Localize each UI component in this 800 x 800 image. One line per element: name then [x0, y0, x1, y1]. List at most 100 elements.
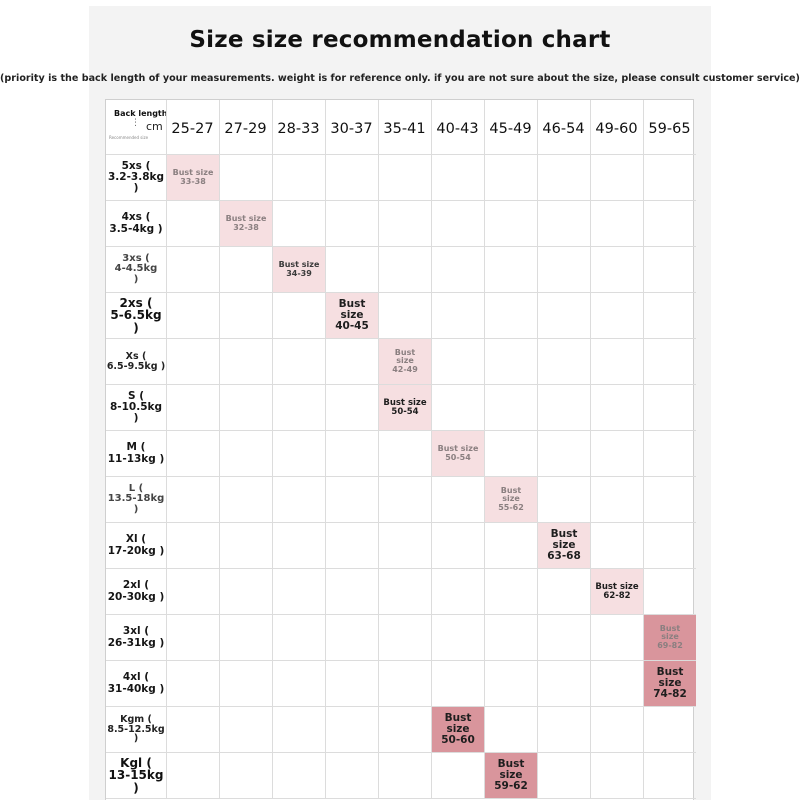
bust-size-cell: Bust size 55-62	[485, 477, 537, 522]
row-header-text: 17-20kg )	[107, 544, 165, 557]
grid-line	[106, 614, 696, 615]
row-header-text: 3xs (	[122, 252, 150, 264]
bust-size-text: size	[396, 356, 414, 366]
grid-line	[106, 522, 696, 523]
grid-line	[106, 476, 696, 477]
grid-line	[106, 292, 696, 293]
row-header-text: 4xl (	[122, 671, 150, 684]
row-header-text: 3.5-4kg )	[109, 222, 163, 235]
row-header-text: 13.5-18kg )	[107, 493, 165, 515]
column-header: 28-33	[277, 121, 320, 137]
corner-header: Back length ⋮ cm Recommended size	[106, 100, 168, 154]
row-header: Xl (17-20kg )	[106, 523, 166, 568]
bust-size-cell: Bust size 32-38	[220, 201, 272, 246]
grid-line	[106, 154, 696, 155]
bust-size-cell: Bust size 50-60	[432, 707, 484, 752]
bust-size-text: Bust size	[437, 444, 479, 454]
grid-line	[106, 752, 696, 753]
row-header-text: 8-10.5kg )	[109, 400, 163, 424]
row-header: 4xl (31-40kg )	[106, 661, 166, 706]
bust-size-text: Bust size	[383, 397, 427, 408]
bust-size-text: 63-68	[547, 550, 581, 562]
row-header-text: 5-6.5kg )	[110, 308, 162, 335]
column-header: 35-41	[383, 121, 426, 137]
bust-size-text: Bust size	[172, 168, 214, 178]
bust-size-cell: Bust size 33-38	[167, 155, 219, 200]
column-header: 45-49	[489, 121, 532, 137]
bust-size-text: Bust	[394, 347, 416, 357]
bust-size-text: Bust	[656, 665, 684, 678]
row-header-text: 2xl (	[122, 579, 150, 592]
row-header: M (11-13kg )	[106, 431, 166, 476]
row-header-text: 11-13kg )	[107, 452, 165, 465]
bust-size-text: size	[446, 722, 470, 735]
grid-line	[219, 100, 220, 798]
row-header: Kgm (8.5-12.5kg)	[106, 707, 166, 752]
bust-size-cell: Bust size 74-82	[644, 661, 696, 706]
row-header-text: 20-30kg )	[107, 590, 165, 603]
row-header-text: 13-15kg )	[108, 768, 164, 795]
bust-size-cell: Bust size 59-62	[485, 753, 537, 798]
bust-size-text: size	[499, 768, 523, 781]
grid-line	[590, 100, 591, 798]
chart-subtitle: (priority is the back length of your mea…	[0, 73, 800, 84]
row-header-text: 4-4.5kg	[114, 263, 158, 275]
row-header-text: Xs (	[125, 350, 147, 362]
bust-size-text: 50-54	[445, 452, 471, 462]
column-header: 49-60	[595, 121, 638, 137]
grid-line	[537, 100, 538, 798]
column-header: 25-27	[171, 121, 214, 137]
grid-line	[643, 100, 644, 798]
grid-line	[106, 338, 696, 339]
row-header-text: 2xs (	[119, 295, 153, 310]
row-header-text: Kgl (	[120, 755, 152, 770]
row-header: 3xs (4-4.5kg)	[106, 247, 166, 292]
bust-size-cell: Bust size 34-39	[273, 247, 325, 292]
column-header: 40-43	[436, 121, 479, 137]
bust-size-text: size	[340, 308, 364, 321]
grid-line	[484, 100, 485, 798]
bust-size-text: Bust size	[278, 260, 320, 270]
bust-size-text: 59-62	[494, 780, 528, 792]
bust-size-text: 62-82	[603, 590, 631, 601]
bust-size-text: 74-82	[653, 688, 687, 700]
grid-line	[325, 100, 326, 798]
bust-size-text: size	[552, 538, 576, 551]
bust-size-text: Bust	[497, 757, 525, 770]
grid-line	[106, 660, 696, 661]
row-header-text: 6.5-9.5kg )	[106, 360, 166, 372]
bust-size-cell: Bust size 62-82	[591, 569, 643, 614]
column-header: 59-65	[648, 121, 691, 137]
column-header: 27-29	[224, 121, 267, 137]
row-header: L (13.5-18kg )	[106, 477, 166, 522]
back-length-label: Back length	[114, 109, 168, 118]
row-header-text: )	[133, 273, 139, 285]
row-header-text: L (	[128, 482, 144, 494]
bust-size-text: 33-38	[180, 176, 206, 186]
unit-label: cm	[146, 120, 163, 133]
row-header: 2xs (5-6.5kg )	[106, 293, 166, 338]
dots-icon: ⋮	[131, 118, 140, 128]
grid-line	[106, 706, 696, 707]
row-header: 2xl (20-30kg )	[106, 569, 166, 614]
row-header-text: Xl (	[125, 533, 147, 546]
row-header-text: 3xl (	[122, 625, 150, 638]
row-header-text: 3.2-3.8kg )	[107, 170, 165, 194]
row-header: Xs (6.5-9.5kg )	[106, 339, 166, 384]
row-header-text: 5xs (	[121, 159, 151, 172]
grid-line	[106, 246, 696, 247]
row-header-text: )	[133, 733, 139, 745]
bust-size-text: Bust	[444, 711, 472, 724]
bust-size-text: Bust size	[225, 214, 267, 224]
row-header: 4xs (3.5-4kg )	[106, 201, 166, 246]
bust-size-cell: Bust size 50-54	[432, 431, 484, 476]
bust-size-cell: Bust size 63-68	[538, 523, 590, 568]
row-header: S (8-10.5kg )	[106, 385, 166, 430]
bust-size-cell: Bust size 50-54	[379, 385, 431, 430]
row-header-text: 8.5-12.5kg	[107, 723, 165, 735]
column-header: 30-37	[330, 121, 373, 137]
bust-size-text: Bust size	[595, 581, 639, 592]
row-header-text: S (	[127, 389, 145, 402]
bust-size-text: Bust	[659, 623, 681, 633]
bust-size-text: 40-45	[335, 320, 369, 332]
